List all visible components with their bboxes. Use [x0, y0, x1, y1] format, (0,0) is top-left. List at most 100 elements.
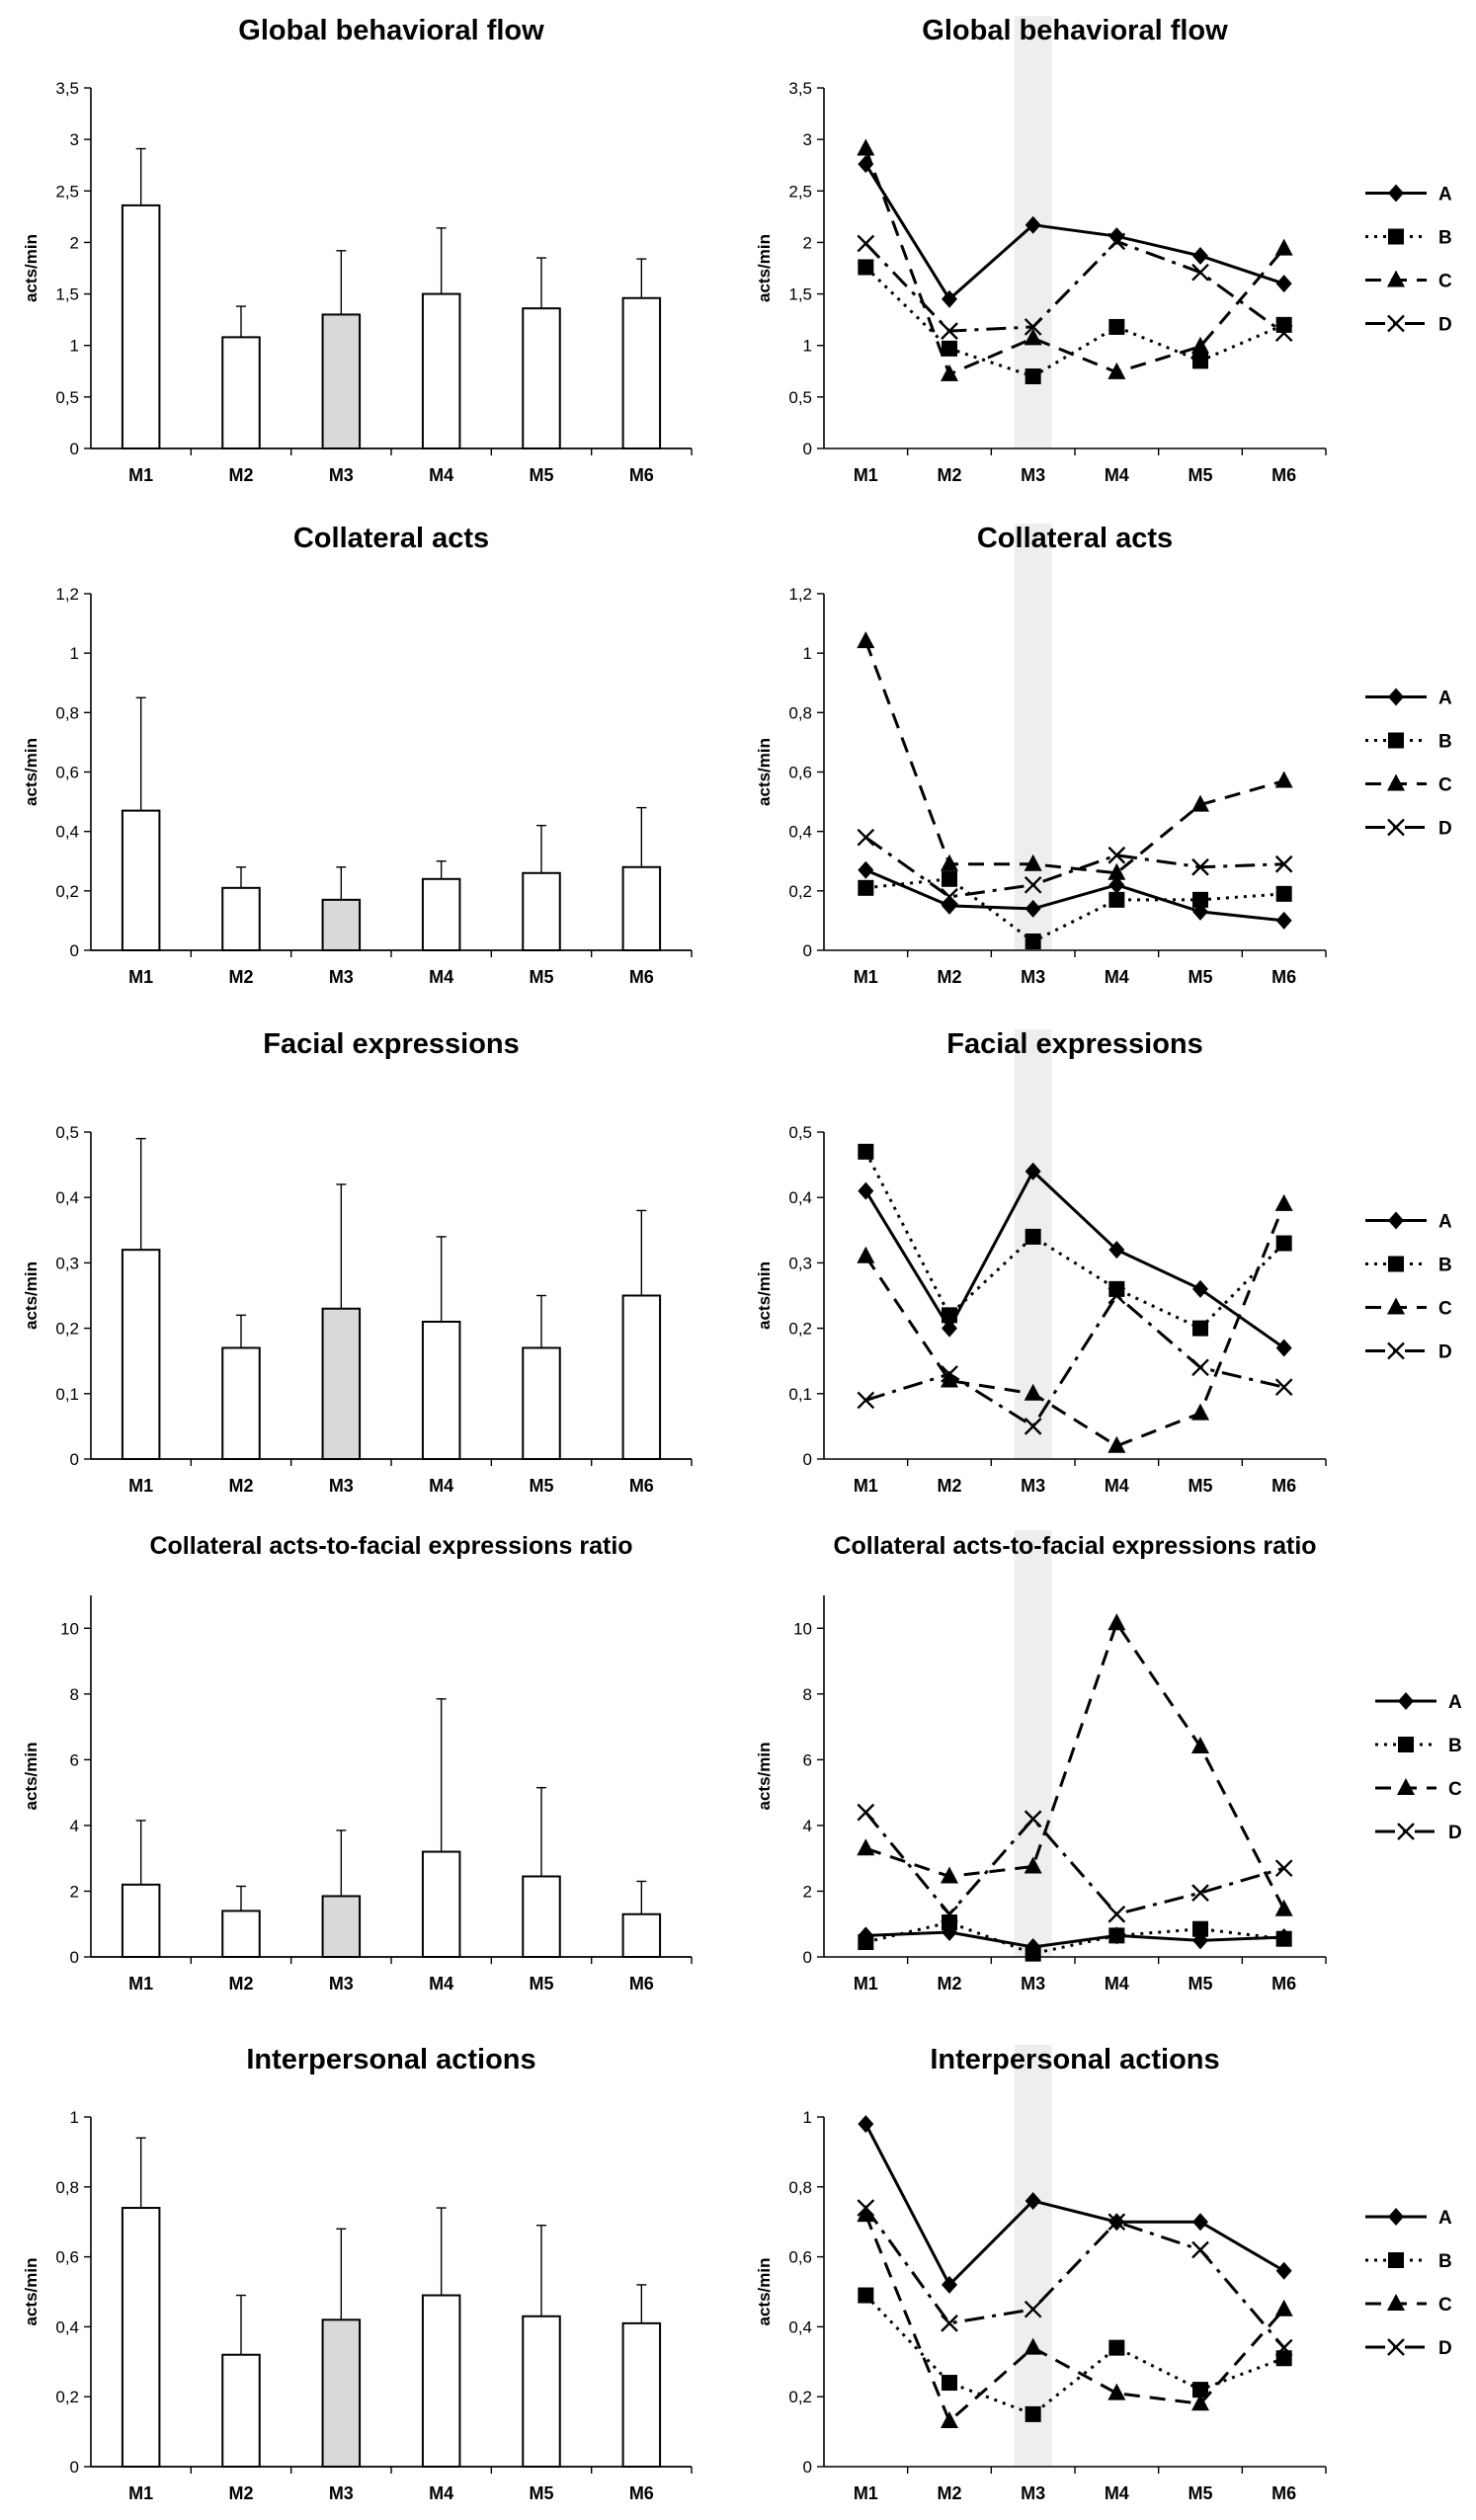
series-c-point [1024, 328, 1042, 346]
x-stroke-b [1191, 857, 1209, 876]
series-a-point [1108, 1241, 1125, 1260]
legend-marker-c [1387, 2294, 1405, 2311]
x-tick-label: M3 [1021, 967, 1045, 987]
series-d-point [857, 828, 875, 847]
series-c-point [1274, 1193, 1293, 1211]
y-tick-label: 0 [70, 1450, 79, 1469]
y-tick-label: 4 [70, 1817, 79, 1835]
series-c-point [941, 1370, 958, 1388]
bar-chart-9: 0 0,2 0,4 0,6 0,8 1 M1 M2 M3 M4 M5 M6 acts/min Interp… [22, 2044, 693, 2503]
y-tick-label: 2,5 [55, 182, 79, 201]
chart-title: Interpersonal actions [246, 2044, 535, 2075]
y-tick-label: 0,1 [55, 1385, 79, 1404]
y-tick-label: 2 [803, 1882, 812, 1901]
series-b-line [864, 1920, 1284, 1956]
x-tick-label: M5 [529, 1974, 553, 1993]
legend-marker-b [1388, 228, 1404, 245]
y-tick-label: 1,5 [788, 285, 812, 304]
series-b-point [1192, 1320, 1208, 1337]
legend-label-b: B [1438, 732, 1452, 753]
y-axis-label: acts/min [755, 738, 774, 806]
bar-m1 [121, 2207, 161, 2469]
bar-chart-5: 0 0,1 0,2 0,3 0,4 0,5 M1 M2 M3 M4 M5 M6 acts/min Faci… [22, 1028, 693, 1496]
series-b-point [1108, 318, 1125, 335]
series-b-point [1192, 1920, 1208, 1937]
legend-label-c: C [1438, 1299, 1452, 1320]
y-tick-label: 4 [803, 1817, 812, 1835]
legend-label-d: D [1438, 1342, 1452, 1363]
legend-label-b: B [1448, 1736, 1462, 1756]
legend-label-a: A [1448, 1692, 1462, 1713]
x-tick-label: M2 [937, 967, 961, 987]
bar-m1 [121, 1249, 161, 1461]
x-tick-label: M2 [937, 465, 961, 485]
series-c-point [857, 1838, 875, 1856]
x-tick-label: M6 [1271, 967, 1296, 987]
legend-label-b: B [1438, 228, 1452, 249]
x-tick-label: M5 [1188, 1974, 1212, 1993]
series-c-point [1191, 2394, 1209, 2411]
series-a-line [865, 1930, 1284, 1949]
y-tick-label: 0,4 [788, 1188, 812, 1207]
y-tick-label: 0,4 [788, 823, 812, 842]
x-tick-label: M2 [228, 465, 253, 485]
series-c-point [857, 138, 875, 156]
series-c-point [941, 1866, 958, 1884]
x-stroke-b [1024, 1418, 1042, 1435]
x-tick-label: M6 [1271, 1476, 1296, 1496]
x-tick-label: M4 [429, 465, 453, 485]
x-tick-label: M4 [429, 1974, 453, 1993]
x-tick-label: M6 [629, 465, 654, 485]
y-tick-label: 2 [70, 1882, 79, 1901]
chart-title: Collateral acts-to-facial expressions ra… [149, 1532, 632, 1560]
x-stroke-b [857, 1803, 875, 1822]
legend-marker-c [1387, 270, 1405, 287]
y-tick-label: 1,5 [55, 285, 79, 304]
x-tick-label: M5 [1188, 967, 1212, 987]
x-tick-label: M2 [228, 967, 253, 987]
y-tick-label: 1 [70, 2108, 79, 2127]
series-d-point [1191, 857, 1209, 876]
line-chart-2: 0 0,5 1 1,5 2 2,5 3 3,5 M1 M2 M3 M4 M5 M6 acts/min Glob… [755, 15, 1452, 485]
y-tick-label: 0,5 [788, 1123, 812, 1142]
y-tick-label: 0,1 [788, 1385, 812, 1404]
y-tick-label: 0 [803, 1948, 812, 1967]
chart-title: Facial expressions [263, 1028, 520, 1060]
x-stroke-b [1274, 324, 1293, 343]
chart-title: Collateral acts-to-facial expressions ra… [833, 1532, 1316, 1560]
legend-marker-a [1388, 184, 1404, 203]
series-b-line [863, 1151, 1285, 1331]
series-a-point [942, 289, 957, 308]
bar-chart-1: 0 0,5 1 1,5 2 2,5 3 3,5 M1 M2 M3 M4 M5 M6 acts/min Glob… [22, 15, 693, 485]
series-b-point [1275, 885, 1292, 902]
y-tick-label: 0,4 [55, 1188, 79, 1207]
chart-title: Collateral acts [293, 523, 489, 554]
y-tick-label: 0,6 [55, 2248, 79, 2267]
x-stroke-b [1274, 2338, 1293, 2357]
series-d-point [1274, 1378, 1293, 1397]
series-d-point [1024, 318, 1042, 336]
bar-chart-3: 0 0,2 0,4 0,6 0,8 1 1,2 M1 M2 M3 M4 M5 M6 acts/min Col… [22, 523, 693, 987]
x-stroke-b [857, 2199, 875, 2217]
series-d-point [1191, 1358, 1209, 1377]
y-tick-label: 1 [70, 337, 79, 356]
series-b-point [1192, 2382, 1208, 2398]
x-tick-label: M3 [1021, 1974, 1045, 1993]
x-stroke-b [941, 322, 958, 340]
series-d-line [864, 1293, 1285, 1428]
y-tick-label: 3,5 [788, 79, 812, 98]
series-d-point [1274, 1859, 1293, 1878]
bar-m6 [621, 1912, 662, 1959]
series-c-point [1107, 862, 1126, 880]
y-tick-label: 6 [803, 1750, 812, 1769]
bar-m5 [522, 307, 561, 449]
bar-m2 [221, 2353, 261, 2468]
series-b-point [942, 1914, 957, 1931]
x-stroke-b [857, 234, 875, 253]
x-stroke-b [1191, 1884, 1209, 1902]
x-tick-label: M1 [854, 2483, 878, 2503]
y-axis-label: acts/min [22, 738, 41, 806]
y-tick-label: 0,6 [788, 2248, 812, 2267]
series-d-point [1024, 2300, 1042, 2318]
